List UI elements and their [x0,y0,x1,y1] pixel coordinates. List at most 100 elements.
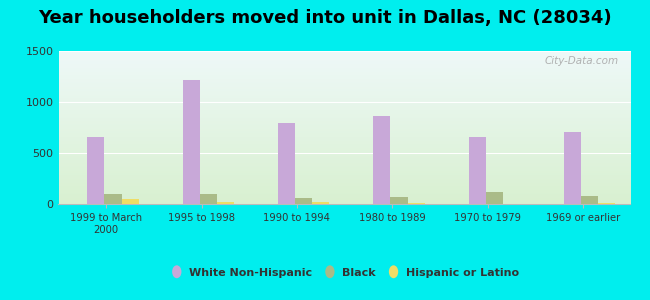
Bar [58,72,630,73]
Bar [58,55,630,56]
Bar [58,56,630,57]
Bar [58,120,630,121]
Bar [58,109,630,110]
Bar [58,175,630,176]
Bar [58,110,630,111]
Bar [58,85,630,86]
Bar [58,172,630,173]
Bar [58,144,630,145]
Bar [58,134,630,135]
Bar [58,139,630,140]
Bar [58,98,630,99]
Bar [58,126,630,127]
Bar [58,184,630,185]
Bar [58,186,630,187]
Bar [58,181,630,182]
Bar [58,94,630,95]
Bar [58,203,630,204]
Bar [58,116,630,117]
Bar [58,199,630,200]
Bar [58,103,630,104]
Bar [58,127,630,128]
Bar [58,52,630,53]
Bar [58,62,630,63]
Bar [58,117,630,118]
Bar [58,61,630,62]
Bar [58,121,630,122]
Text: Year householders moved into unit in Dallas, NC (28034): Year householders moved into unit in Dal… [38,9,612,27]
Bar [58,99,630,100]
Bar [58,124,630,125]
Bar [58,182,630,183]
Bar [58,84,630,85]
Bar [58,59,630,60]
Bar [58,101,630,102]
Bar [58,145,630,146]
Bar [58,165,630,166]
Bar [58,187,630,188]
Bar [58,123,630,124]
Bar [58,149,630,150]
Bar [58,78,630,79]
Bar [58,81,630,82]
Bar [58,162,630,163]
Bar [58,189,630,190]
Bar [58,195,630,196]
Bar [58,68,630,69]
Bar [58,95,630,96]
Bar [58,65,630,66]
Bar [58,159,630,160]
Bar [58,183,630,184]
Bar [58,192,630,193]
Bar [58,202,630,203]
Bar [58,141,630,142]
Bar [58,93,630,94]
Bar [58,196,630,197]
Legend: White Non-Hispanic, Black, Hispanic or Latino: White Non-Hispanic, Black, Hispanic or L… [166,263,523,283]
Bar [58,160,630,161]
Bar [58,128,630,129]
Text: City-Data.com: City-Data.com [545,56,619,66]
Bar [58,194,630,195]
Bar [58,163,630,164]
Bar [58,113,630,114]
Bar [58,190,630,191]
Bar [469,137,486,204]
Bar [58,64,630,65]
Bar [58,152,630,153]
Bar [486,192,503,204]
Bar [122,199,138,204]
Bar [58,180,630,181]
Bar [295,198,312,204]
Bar [58,87,630,88]
Bar [58,201,630,202]
Bar [58,154,630,155]
Bar [58,142,630,143]
Bar [58,70,630,71]
Bar [58,193,630,194]
Bar [58,177,630,178]
Bar [58,176,630,177]
Bar [58,138,630,139]
Bar [217,202,234,204]
Bar [58,158,630,159]
Bar [58,54,630,55]
Bar [58,167,630,168]
Bar [58,90,630,91]
Bar [58,173,630,174]
Bar [312,202,330,204]
Bar [58,179,630,180]
Bar [58,130,630,131]
Bar [58,89,630,90]
Bar [58,92,630,93]
Bar [58,74,630,75]
Bar [58,147,630,148]
Bar [200,194,217,204]
Bar [58,185,630,186]
Bar [58,108,630,109]
Bar [58,153,630,154]
Bar [564,132,581,204]
Bar [58,202,630,203]
Bar [58,75,630,76]
Bar [105,194,122,204]
